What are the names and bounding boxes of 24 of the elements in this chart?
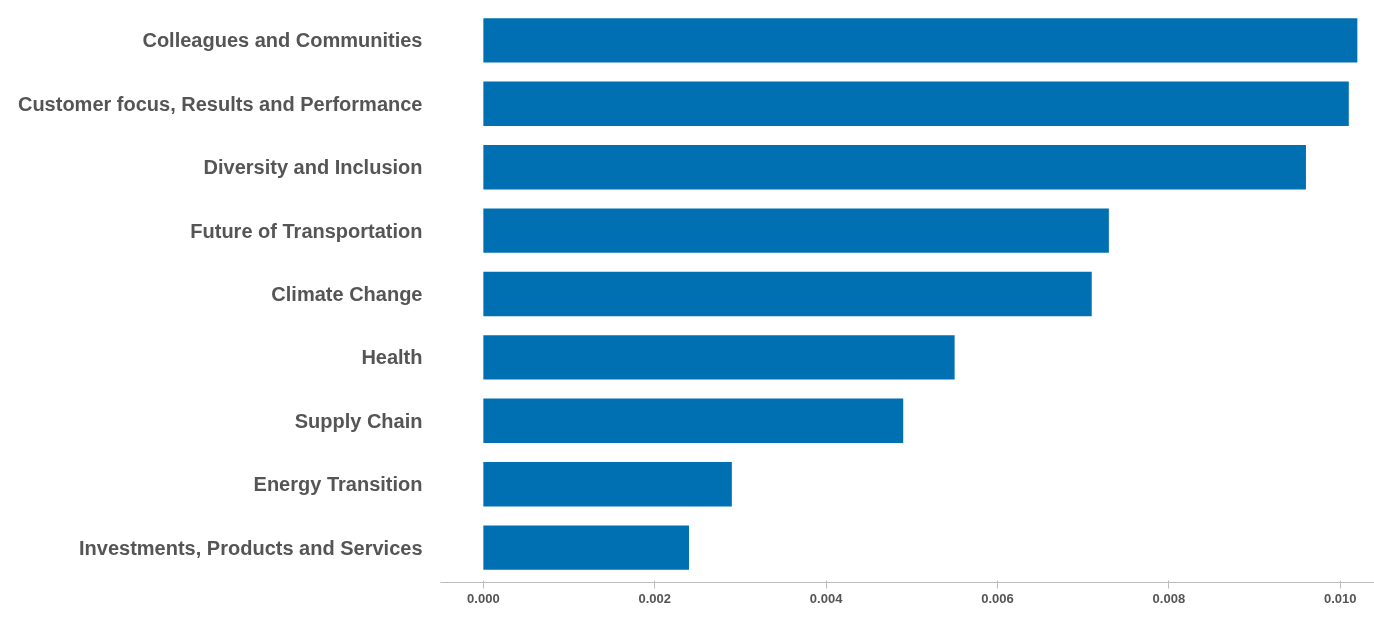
x-tick-label: 0.008	[1152, 590, 1186, 606]
bar	[483, 18, 1358, 63]
bar	[483, 525, 689, 570]
bar	[483, 271, 1092, 317]
y-tick-label: Future of Transportation	[190, 219, 423, 242]
x-tick-label: 0.010	[1323, 590, 1357, 606]
y-tick-label: Diversity and Inclusion	[203, 156, 423, 179]
bar	[483, 208, 1109, 253]
x-tick-label: 0.000	[467, 590, 500, 606]
y-tick-label: Climate Change	[271, 283, 423, 305]
bar	[483, 144, 1306, 190]
bar	[483, 335, 955, 380]
y-tick-label: Investments, Products and Services	[79, 536, 423, 559]
x-tick-label: 0.004	[809, 590, 844, 606]
x-tick-label: 0.002	[638, 590, 671, 606]
bar	[483, 462, 732, 507]
x-tick-label: 0.006	[981, 590, 1014, 606]
bar	[483, 398, 904, 444]
bar	[483, 81, 1349, 126]
y-tick-label: Health	[361, 346, 423, 369]
y-tick-label: Colleagues and Communities	[142, 29, 423, 52]
y-tick-label: Customer focus, Results and Performance	[17, 92, 423, 115]
y-tick-label: Energy Transition	[253, 473, 423, 496]
y-tick-label: Supply Chain	[294, 409, 423, 432]
